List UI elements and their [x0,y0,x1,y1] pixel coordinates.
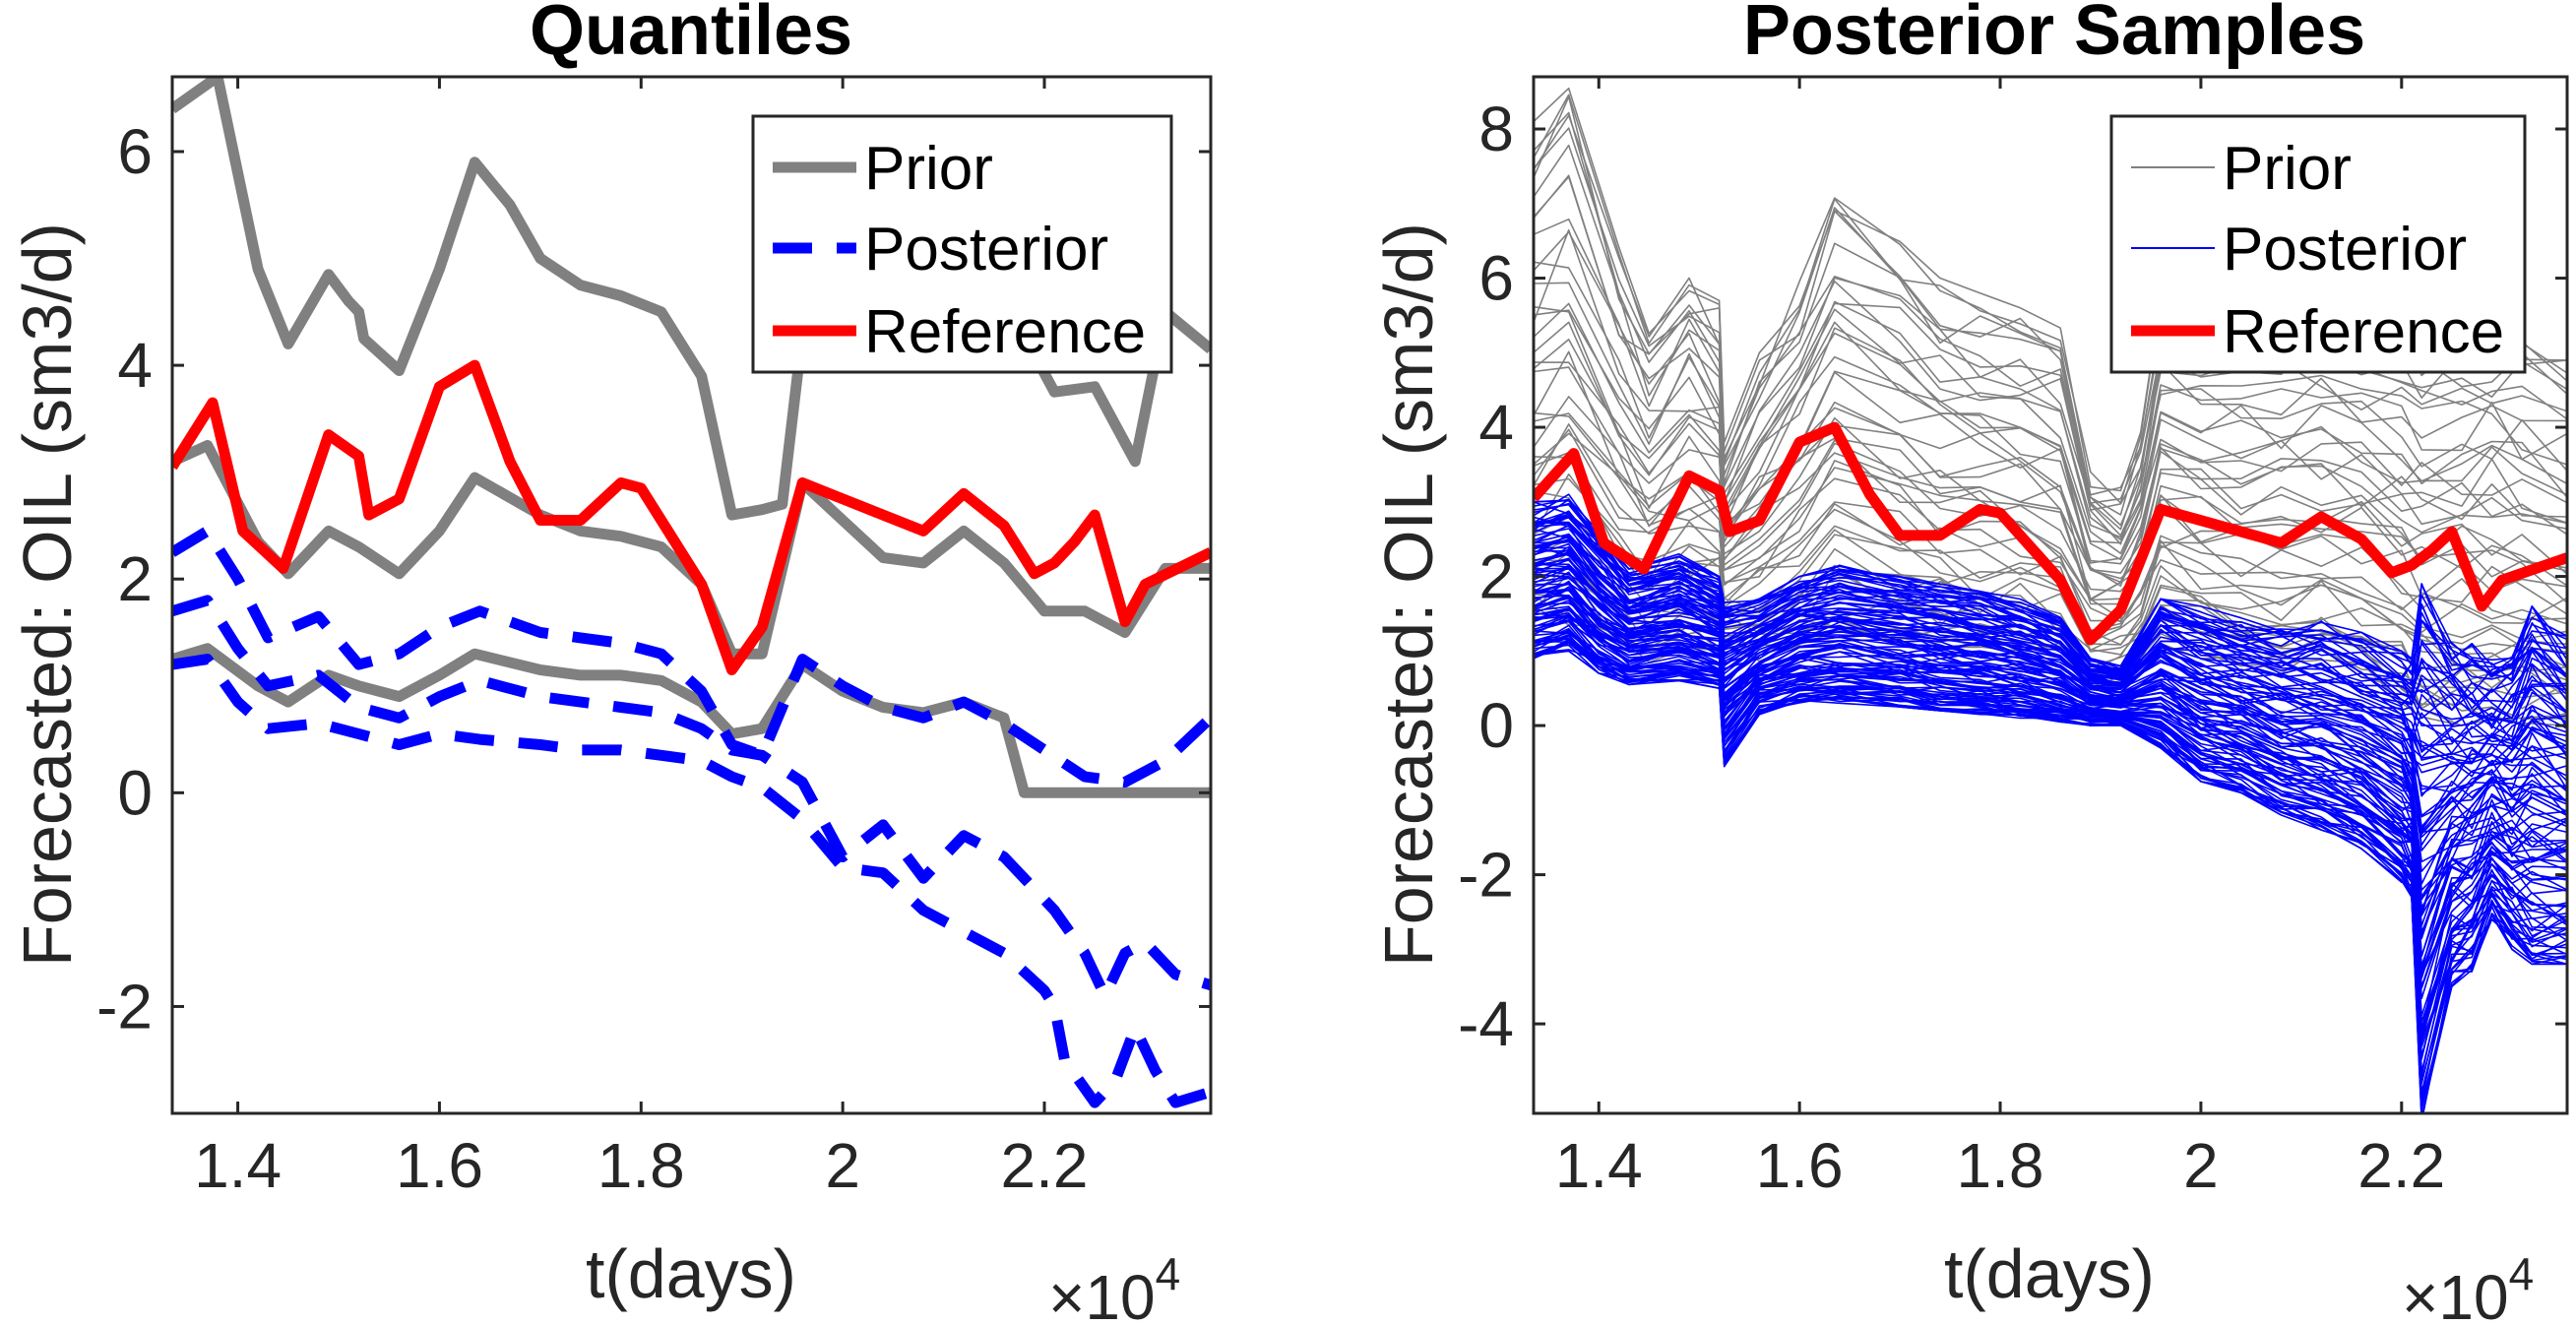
sample-line-prior-19 [1534,432,2567,603]
legend-label-posterior: Posterior [2223,216,2467,284]
x-tick-label: 2.2 [2357,1130,2445,1201]
sample-line-prior-14 [1534,477,2567,641]
x-tick-label: 1.8 [1957,1130,2044,1201]
axes: 1.4 1.6 1.8 2 2.2 -4 -2 0 2 4 6 8 [1458,75,2569,1201]
y-tick-label: 2 [1478,541,1514,612]
x-tick-label: 1.6 [396,1130,483,1201]
y-tick-label: 6 [1478,243,1514,314]
sample-line-prior-33 [1534,261,2567,538]
y-axis-label: Forecasted: OIL (sm3/d) [1370,222,1447,967]
y-tick-label: 6 [117,116,153,187]
y-tick-label: 0 [1478,690,1514,761]
chart-title: Posterior Samples [1743,0,2365,70]
x-tick-label: 2 [2183,1130,2219,1201]
sample-line-prior-28 [1534,305,2567,565]
x-tick-label: 1.6 [1756,1130,1844,1201]
y-tick-label: 4 [117,330,153,401]
posterior-samples-panel: Posterior Samples 1.4 1.6 1.8 2 2.2 -4 -2 0 2 4 6 8… [1370,0,2569,1325]
series-line-posterior-5 [172,654,1211,1108]
x-exponent-label: ×104 [1048,1248,1180,1325]
sample-line-prior-34 [1534,230,2567,541]
sample-line-prior-16 [1534,423,2567,623]
sample-line-prior-35 [1534,175,2567,545]
x-axis-label: t(days) [1944,1235,2155,1312]
legend: Prior Posterior Reference [2109,114,2527,374]
series-line-posterior-3 [172,525,1211,788]
axes-box [1532,75,2569,1115]
sample-line-prior-29 [1534,302,2567,564]
series-line-posterior-4 [172,595,1211,1002]
x-tick-label: 2.2 [1001,1130,1089,1201]
x-exponent-label: ×104 [2402,1248,2534,1325]
x-tick-label: 1.8 [597,1130,685,1201]
series-line-reference [1534,421,2567,646]
sample-line-prior-37 [1534,144,2567,531]
x-tick-label: 1.4 [194,1130,282,1201]
series-layer [172,77,1211,1108]
y-tick-label: 2 [117,543,153,614]
legend-label-posterior: Posterior [864,216,1108,284]
y-tick-label: -2 [1458,840,1514,911]
y-tick-label: -4 [1458,988,1514,1059]
series-line-reference-6 [172,359,1211,675]
sample-line-prior-26 [1534,361,2567,584]
sample-line-posterior-109 [1534,499,2567,669]
x-tick-label: 2 [825,1130,860,1201]
quantiles-panel: Quantiles 1.4 1.6 1.8 2 2.2 -2 0 2 4 6 t(days) ×1… [9,0,1213,1325]
legend-label-reference: Reference [864,298,1146,366]
sample-line-prior-25 [1534,366,2567,587]
series-layer [1534,87,2567,1113]
sample-line-prior-21 [1534,396,2567,605]
chart-title: Quantiles [530,0,852,70]
legend-label-prior: Prior [864,135,993,203]
legend-label-reference: Reference [2223,298,2504,366]
axes-box [170,75,1213,1115]
x-axis-label: t(days) [586,1235,796,1312]
y-tick-label: 0 [117,757,153,828]
sample-line-prior-17 [1534,451,2567,622]
axes: 1.4 1.6 1.8 2 2.2 -2 0 2 4 6 [96,75,1213,1201]
y-axis-label: Forecasted: OIL (sm3/d) [9,222,86,967]
legend-label-prior: Prior [2223,135,2352,203]
sample-line-prior-24 [1534,339,2567,580]
sample-line-prior-22 [1534,412,2567,601]
y-tick-label: 8 [1478,94,1514,164]
legend: Prior Posterior Reference [751,114,1173,374]
sample-line-prior-18 [1534,428,2567,619]
y-tick-label: 4 [1478,392,1514,463]
sample-line-prior-32 [1534,282,2567,554]
x-tick-label: 1.4 [1555,1130,1643,1201]
sample-line-prior-36 [1534,218,2567,536]
y-tick-label: -2 [96,971,153,1041]
sample-line-prior-30 [1534,309,2567,561]
